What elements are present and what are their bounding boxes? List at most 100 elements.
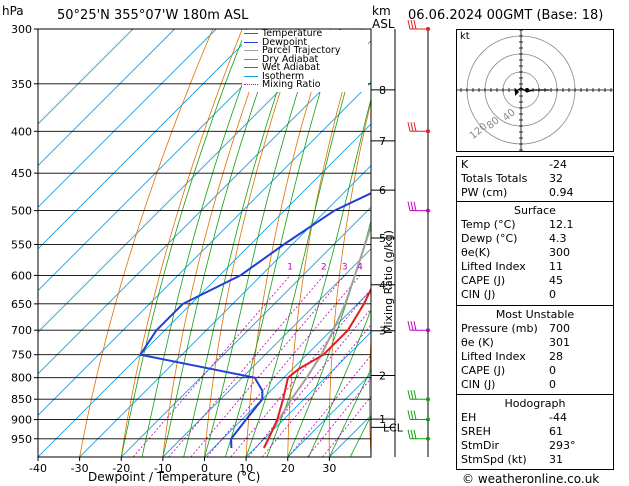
wind-barb-flag — [413, 321, 417, 331]
index-k-value: -24 — [549, 158, 567, 171]
legend-swatch — [244, 67, 258, 68]
wind-barb-flag — [407, 201, 411, 211]
legend-swatch — [244, 84, 258, 85]
unstable-cape-value: 0 — [549, 364, 556, 377]
unstable-li-value: 28 — [549, 350, 563, 363]
temp-tick-label: -40 — [29, 462, 47, 475]
hodograph-trace — [514, 87, 549, 93]
wet-adiabat-line — [224, 29, 340, 457]
temperature-line — [263, 287, 371, 449]
isotherm-line — [38, 40, 371, 375]
pressure-tick-label: 600 — [11, 269, 32, 282]
index-tt-label: Totals Totals — [461, 172, 528, 185]
pressure-tick-label: 700 — [11, 324, 32, 337]
mixing-ratio-tick-label: 3 — [342, 262, 348, 272]
legend-item: Dewpoint — [244, 37, 307, 48]
most-unstable-table: Most Unstable Pressure (mb) 700 θe (K) 301… — [456, 305, 614, 395]
isotherm-line — [38, 29, 300, 292]
wind-barb-flag — [410, 429, 414, 439]
temp-tick-label: 20 — [281, 462, 295, 475]
lcl-label: LCL — [383, 421, 404, 434]
hodo-stmspd-value: 31 — [549, 453, 563, 466]
mixing-ratio-line — [206, 275, 361, 457]
hodo-stmdir-label: StmDir — [461, 439, 500, 452]
copyright: © weatheronline.co.uk — [462, 472, 600, 486]
unstable-li-label: Lifted Index — [461, 350, 526, 363]
dry-adiabat-line — [620, 29, 629, 457]
legend: Temperature Dewpoint Parcel Trajectory Dry … — [242, 29, 368, 92]
unstable-pressure-value: 700 — [549, 322, 570, 335]
hodograph-unit: kt — [460, 31, 470, 42]
legend-label: Mixing Ratio — [262, 79, 321, 90]
surface-table: Surface Temp (°C) 12.1 Dewp (°C) 4.3 θe(K)… — [456, 201, 614, 306]
index-k-label: K — [461, 158, 469, 171]
pressure-tick-label: 450 — [11, 167, 32, 180]
legend-swatch — [244, 33, 258, 34]
mixing-ratio-axis-label: Mixing Ratio (g/kg) — [382, 230, 395, 334]
legend-item: Parcel Trajectory — [244, 46, 340, 56]
storm-motion-marker — [515, 88, 519, 96]
surface-li-label: Lifted Index — [461, 260, 526, 273]
wind-barb-flag — [410, 390, 414, 400]
isotherm-line — [38, 29, 259, 250]
pressure-tick-label: 950 — [11, 433, 32, 446]
legend-item: Wet Adiabat — [244, 63, 320, 73]
km-tick-label: 7 — [379, 135, 386, 148]
wind-barb-flag — [410, 19, 414, 30]
dry-adiabat-line — [120, 29, 243, 457]
surface-temp-value: 12.1 — [549, 218, 574, 231]
pressure-unit: hPa — [2, 4, 24, 18]
pressure-tick-label: 800 — [11, 372, 32, 385]
isotherm-line — [245, 331, 371, 457]
wind-barb-flag — [407, 429, 411, 439]
dry-adiabat-line — [79, 29, 214, 457]
surface-temp-label: Temp (°C) — [461, 218, 516, 231]
wet-adiabat-line — [141, 29, 264, 457]
unstable-cin-label: CIN (J) — [461, 378, 496, 391]
isotherm-line — [38, 123, 371, 457]
legend-swatch — [244, 41, 258, 43]
hodo-eh-label: EH — [461, 411, 477, 424]
legend-swatch — [244, 75, 258, 77]
wind-barbs — [407, 19, 430, 441]
km-tick-label: 6 — [379, 184, 386, 197]
index-pw-label: PW (cm) — [461, 186, 508, 199]
surface-title: Surface — [514, 204, 556, 217]
km-tick-label: 2 — [379, 369, 386, 382]
unstable-cin-value: 0 — [549, 378, 556, 391]
km-tick-label: 5 — [379, 232, 386, 245]
unstable-pressure-label: Pressure (mb) — [461, 322, 538, 335]
mixing-ratio-line — [190, 275, 346, 457]
wind-barb-flag — [413, 122, 417, 132]
isotherm-line — [38, 29, 217, 208]
unstable-title: Most Unstable — [495, 308, 575, 321]
dry-adiabat-line — [287, 29, 361, 457]
location-title: 50°25'N 355°07'W 180m ASL — [57, 8, 249, 23]
hodo-stats-title: Hodograph — [504, 397, 566, 410]
wind-barb-flag — [407, 19, 411, 30]
unstable-thetae-label: θe (K) — [461, 336, 494, 349]
wind-barb-flag — [407, 410, 411, 420]
hodo-sreh-label: SREH — [461, 425, 491, 438]
asl-label: ASL — [372, 17, 395, 31]
legend-label: Temperature — [262, 28, 323, 39]
wet-adiabat-line — [308, 308, 371, 457]
temp-tick-label: -20 — [112, 462, 130, 475]
wet-adiabat-line — [245, 29, 364, 457]
legend-item: Temperature — [244, 29, 322, 39]
hodo-sreh-value: 61 — [549, 425, 563, 438]
wind-barb-flag — [413, 410, 417, 420]
legend-label: Parcel Trajectory — [262, 45, 341, 56]
pressure-tick-label: 350 — [11, 78, 32, 91]
tick-layer: 3003504004505005506006507007508008509009… — [11, 23, 404, 475]
isotherm-line — [162, 248, 371, 457]
temp-tick-label: 30 — [322, 462, 336, 475]
surface-cape-label: CAPE (J) — [461, 274, 506, 287]
parcel-trajectory-line — [262, 222, 371, 449]
wind-barb-dot — [426, 328, 430, 333]
wind-barb-flag — [413, 201, 417, 211]
wind-barb-dot — [426, 129, 430, 134]
mixing-ratio-line — [247, 308, 371, 457]
legend-swatch — [244, 50, 258, 51]
pressure-tick-label: 900 — [11, 414, 32, 427]
